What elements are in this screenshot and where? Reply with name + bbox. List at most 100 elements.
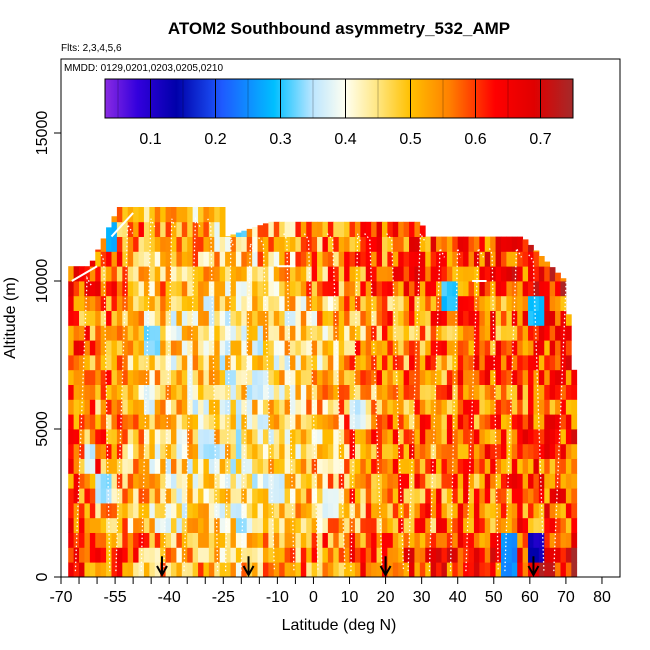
heatmap-cell: [133, 251, 139, 267]
heatmap-cell: [371, 488, 377, 504]
heatmap-cell: [327, 503, 334, 519]
heatmap-cell: [100, 325, 107, 341]
heatmap-cell: [160, 517, 166, 533]
heatmap-cell: [468, 399, 475, 415]
heatmap-cell: [165, 384, 172, 400]
heatmap-cell: [306, 532, 313, 548]
heatmap-cell: [252, 473, 258, 489]
heatmap-cell: [506, 266, 513, 282]
heatmap-cell: [317, 532, 323, 548]
heatmap-cell: [100, 517, 107, 533]
heatmap-cell: [555, 562, 561, 577]
heatmap-cell: [322, 473, 329, 489]
heatmap-cell: [565, 325, 572, 341]
heatmap-cell: [522, 340, 529, 356]
heatmap-cell: [344, 532, 350, 548]
heatmap-cell: [187, 399, 194, 415]
heatmap-cell: [565, 547, 572, 563]
heatmap-cell: [436, 295, 442, 311]
heatmap-cell: [452, 517, 459, 533]
heatmap-cell: [419, 503, 426, 519]
heatmap-cell: [409, 429, 415, 445]
heatmap-cell: [176, 384, 183, 400]
heatmap-cell: [430, 236, 437, 252]
heatmap-cell: [79, 547, 85, 563]
heatmap-cell: [290, 251, 296, 267]
heatmap-cell: [409, 281, 415, 297]
heatmap-cell: [506, 310, 513, 326]
heatmap-cell: [262, 310, 269, 326]
heatmap-cell: [116, 532, 123, 548]
heatmap-cell: [479, 295, 486, 311]
heatmap-cell: [533, 384, 540, 400]
heatmap-cell: [160, 562, 166, 577]
heatmap-cell: [387, 355, 394, 371]
heatmap-cell: [111, 458, 118, 474]
heatmap-cell: [327, 547, 334, 563]
heatmap-cell: [322, 503, 329, 519]
heatmap-cell: [208, 281, 215, 297]
heatmap-cell: [133, 503, 139, 519]
heatmap-cell: [360, 414, 367, 430]
heatmap-cell: [208, 310, 215, 326]
heatmap-cell: [246, 473, 253, 489]
heatmap-cell: [490, 355, 496, 371]
heatmap-cell: [100, 429, 107, 445]
heatmap-cell: [484, 236, 491, 252]
heatmap-cell: [495, 355, 502, 371]
heatmap-cell: [84, 399, 91, 415]
heatmap-cell: [511, 458, 518, 474]
heatmap-cell: [165, 221, 172, 237]
heatmap-cell: [555, 384, 561, 400]
heatmap-cell: [235, 429, 242, 445]
heatmap-cell: [468, 384, 475, 400]
heatmap-cell: [457, 310, 464, 326]
heatmap-cell: [203, 355, 210, 371]
heatmap-cell: [149, 429, 156, 445]
heatmap-cell: [560, 384, 567, 400]
heatmap-cell: [290, 310, 296, 326]
heatmap-cell: [203, 532, 210, 548]
heatmap-cell: [208, 517, 215, 533]
heatmap-cell: [360, 429, 367, 445]
heatmap-cell: [84, 562, 91, 577]
heatmap-cell: [181, 281, 188, 297]
heatmap-cell: [235, 384, 242, 400]
heatmap-cell: [338, 221, 345, 237]
heatmap-cell: [219, 488, 226, 504]
heatmap-cell: [225, 236, 231, 252]
heatmap-cell: [295, 340, 302, 356]
chart-title: ATOM2 Southbound asymmetry_532_AMP: [168, 19, 510, 38]
heatmap-cell: [84, 281, 91, 297]
heatmap-cell: [235, 369, 242, 385]
heatmap-cell: [533, 458, 540, 474]
heatmap-cell: [327, 429, 334, 445]
heatmap-cell: [203, 458, 210, 474]
heatmap-cell: [143, 517, 150, 533]
heatmap-cell: [160, 325, 166, 341]
heatmap-cell: [538, 256, 545, 267]
heatmap-cell: [457, 503, 464, 519]
heatmap-cell: [84, 517, 91, 533]
heatmap-cell: [349, 295, 356, 311]
heatmap-cell: [544, 369, 551, 385]
heatmap-cell: [127, 473, 134, 489]
heatmap-cell: [198, 458, 204, 474]
heatmap-cell: [295, 429, 302, 445]
heatmap-cell: [230, 458, 237, 474]
heatmap-cell: [560, 473, 567, 489]
heatmap-cell: [414, 399, 421, 415]
heatmap-cell: [452, 488, 459, 504]
heatmap-cell: [565, 414, 572, 430]
heatmap-cell: [381, 384, 388, 400]
heatmap-cell: [381, 221, 388, 237]
heatmap-cell: [468, 562, 475, 577]
heatmap-cell: [133, 236, 139, 252]
heatmap-cell: [295, 295, 302, 311]
heatmap-cell: [387, 458, 394, 474]
heatmap-cell: [403, 562, 410, 577]
colorbar-tick-label: 0.1: [139, 131, 161, 148]
heatmap-cell: [560, 547, 567, 563]
heatmap-cell: [198, 562, 204, 577]
heatmap-cell: [544, 325, 551, 341]
